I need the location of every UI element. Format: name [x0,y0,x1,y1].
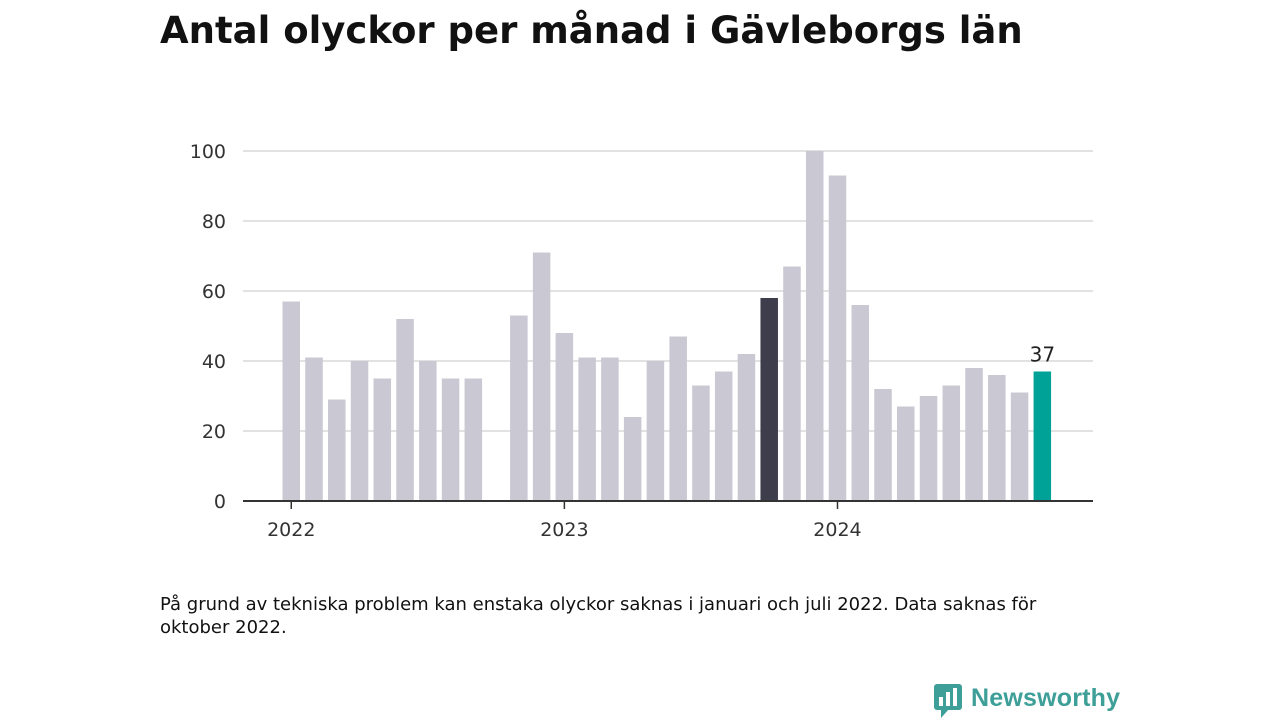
y-tick-label: 40 [202,351,226,373]
y-tick-label: 80 [202,211,226,233]
bar-2024-08 [988,375,1006,501]
logo-text: Newsworthy [971,684,1121,712]
bar-2023-10 [760,298,778,501]
y-tick-label: 0 [214,491,226,513]
y-tick-label: 100 [190,141,226,163]
bar-2024-03 [874,389,892,501]
bar-2023-01 [555,333,574,501]
footnote: På grund av tekniska problem kan enstaka… [160,594,1037,638]
bar-2023-02 [578,357,596,501]
bar-2023-12 [805,151,824,501]
bar-2022-12 [532,252,551,501]
bar-2023-11 [783,266,801,501]
bar-2023-07 [692,385,710,501]
y-tick-label: 20 [202,421,226,443]
y-tick-label: 60 [202,281,226,303]
newsworthy-chart-bubble-icon [934,684,962,718]
bar-2022-03 [328,399,346,501]
bar-2024-06 [942,385,961,501]
bar-2024-02 [851,305,869,501]
bar-2023-05 [646,361,665,501]
axes: 0 20 40 60 80 100 2022 2023 2024 [190,141,1093,541]
bar-2024-01 [828,175,847,501]
bar-2022-06 [396,319,414,501]
bar-2024-05 [919,396,938,501]
bar-2022-05 [373,378,392,501]
bar-2023-09 [737,354,756,501]
bar-2024-09 [1010,392,1029,501]
bar-2022-07 [419,361,437,501]
bar-2023-06 [669,336,687,501]
chart-title: Antal olyckor per månad i Gävleborgs län [160,9,1023,52]
data-labels: 37 [1030,343,1055,367]
bar-2022-09 [464,378,483,501]
bar-2024-04 [897,406,915,501]
bar-chart: 0 20 40 60 80 100 2022 2023 2024 37 [190,141,1093,541]
bar-2024-07 [965,368,983,501]
x-tick-label-2022: 2022 [267,519,315,541]
bar-2023-03 [601,357,619,501]
newsworthy-logo: Newsworthy [933,683,1120,719]
x-tick-label-2023: 2023 [540,519,588,541]
bar-2023-08 [714,371,733,501]
bar-2023-04 [623,417,642,501]
data-label: 37 [1030,343,1055,367]
bar-2022-01 [282,301,300,501]
bar-2022-02 [305,357,323,501]
bar-2022-04 [350,361,369,501]
bar-2022-08 [441,378,460,501]
x-tick-label-2024: 2024 [813,519,861,541]
bar-2024-10 [1033,371,1052,501]
bars [282,151,1052,501]
bar-2022-11 [510,315,528,501]
